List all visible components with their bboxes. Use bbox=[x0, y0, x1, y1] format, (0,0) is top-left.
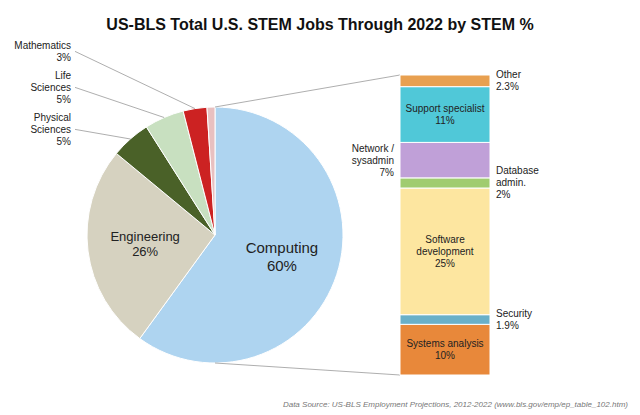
bar-segment bbox=[400, 142, 490, 177]
leader-line bbox=[75, 51, 195, 108]
category-label: PhysicalSciences bbox=[30, 112, 71, 135]
label-line: Physical bbox=[34, 112, 71, 123]
label-line: Computing bbox=[246, 239, 319, 256]
bar-segment bbox=[400, 75, 490, 87]
pie-slice bbox=[207, 107, 215, 235]
value-label: 1.9% bbox=[496, 320, 519, 331]
label-line: development bbox=[416, 246, 473, 257]
title: US-BLS Total U.S. STEM Jobs Through 2022… bbox=[106, 16, 533, 33]
label-group: Other2.3% bbox=[496, 69, 522, 92]
value-label: 2.3% bbox=[496, 81, 519, 92]
background bbox=[0, 0, 640, 415]
category-label: Softwaredevelopment bbox=[416, 234, 473, 257]
value-label: 26% bbox=[132, 244, 158, 259]
chart-root: US-BLS Total U.S. STEM Jobs Through 2022… bbox=[0, 0, 640, 415]
label-line: Other bbox=[496, 69, 522, 80]
label-group: Support specialist11% bbox=[406, 103, 485, 126]
label-group: Engineering26% bbox=[110, 229, 179, 260]
bar-segment bbox=[400, 324, 490, 375]
category-label: Other bbox=[496, 69, 522, 80]
label-line: Life bbox=[55, 70, 72, 81]
category-label: Support specialist bbox=[406, 103, 485, 114]
label-group: Security1.9% bbox=[496, 308, 532, 331]
label-group: PhysicalSciences5% bbox=[30, 112, 71, 147]
label-line: Mathematics bbox=[14, 40, 71, 51]
bar-segment bbox=[400, 315, 490, 325]
label-group: LifeSciences5% bbox=[30, 70, 71, 105]
label-line: Software bbox=[425, 234, 465, 245]
label-group: Network /sysadmin7% bbox=[352, 143, 394, 178]
label-line: Sciences bbox=[30, 82, 71, 93]
label-line: Database bbox=[496, 165, 539, 176]
category-label: Systems analysis bbox=[406, 338, 483, 349]
label-line: Sciences bbox=[30, 124, 71, 135]
label-line: admin. bbox=[496, 177, 526, 188]
leader-line bbox=[75, 129, 130, 139]
bar-segment bbox=[400, 178, 490, 188]
connector-line bbox=[215, 75, 400, 107]
value-label: 2% bbox=[496, 189, 511, 200]
category-label: Mathematics bbox=[14, 40, 71, 51]
value-label: 7% bbox=[380, 167, 395, 178]
value-label: 3% bbox=[57, 52, 72, 63]
label-line: Engineering bbox=[110, 229, 179, 244]
label-group: Mathematics3% bbox=[14, 40, 71, 63]
pie-slice bbox=[183, 107, 215, 235]
value-label: 11% bbox=[435, 115, 454, 126]
value-label: 25% bbox=[435, 258, 455, 269]
category-label: Databaseadmin. bbox=[496, 165, 539, 188]
category-label: Engineering bbox=[110, 229, 179, 244]
connector-line bbox=[215, 363, 400, 375]
value-label: 60% bbox=[267, 257, 297, 274]
label-line: Security bbox=[496, 308, 532, 319]
bar-segment bbox=[400, 87, 490, 143]
label-group: Databaseadmin.2% bbox=[496, 165, 539, 200]
pie bbox=[87, 107, 343, 363]
category-label: LifeSciences bbox=[30, 70, 71, 93]
category-label: Network /sysadmin bbox=[352, 143, 394, 166]
label-line: sysadmin bbox=[352, 155, 394, 166]
source-note: Data Source: US-BLS Employment Projectio… bbox=[283, 400, 628, 409]
label-group: Computing60% bbox=[246, 239, 319, 274]
value-label: 10% bbox=[435, 350, 455, 361]
bar-plot bbox=[400, 75, 490, 375]
label-group: Systems analysis10% bbox=[406, 338, 483, 361]
category-label: Computing bbox=[246, 239, 319, 256]
category-label: Security bbox=[496, 308, 532, 319]
bar-labels: Systems analysis10% Security1.9% Softwared… bbox=[352, 69, 539, 361]
bar-segment bbox=[400, 188, 490, 315]
label-group: Softwaredevelopment25% bbox=[416, 234, 473, 269]
label-line: Network / bbox=[352, 143, 394, 154]
value-label: 5% bbox=[57, 136, 72, 147]
leader-line bbox=[75, 87, 164, 117]
label-line: Support specialist bbox=[406, 103, 485, 114]
value-label: 5% bbox=[57, 94, 72, 105]
label-line: Systems analysis bbox=[406, 338, 483, 349]
